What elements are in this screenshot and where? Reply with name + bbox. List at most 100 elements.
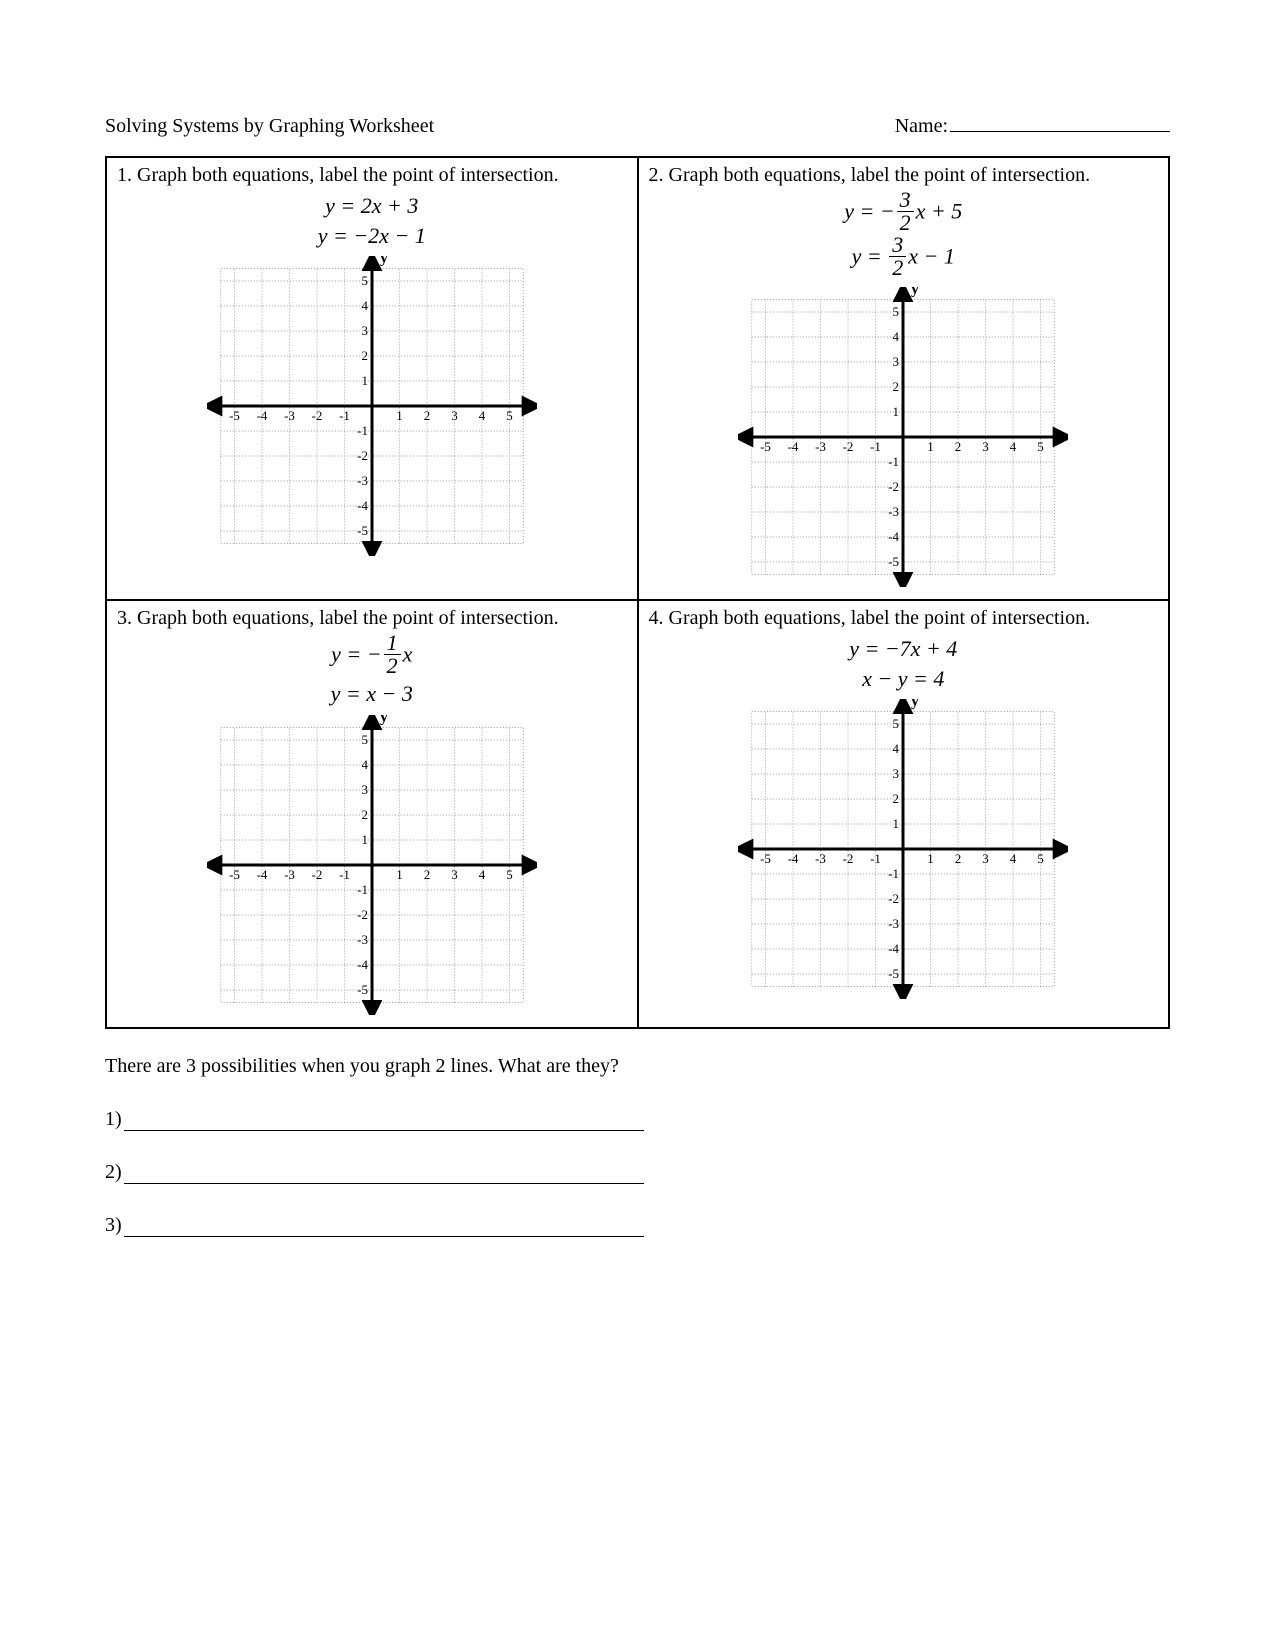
svg-text:1: 1 [361, 832, 368, 847]
svg-text:-3: -3 [888, 916, 899, 931]
answer-blank[interactable] [124, 1215, 644, 1237]
problem-prompt: 4. Graph both equations, label the point… [649, 607, 1159, 630]
graph: -5-5-4-4-3-3-2-2-1-11122334455xy [649, 699, 1159, 999]
svg-text:4: 4 [479, 408, 486, 423]
svg-text:-3: -3 [357, 932, 368, 947]
svg-text:1: 1 [396, 867, 403, 882]
svg-text:2: 2 [955, 851, 962, 866]
svg-text:4: 4 [1010, 439, 1017, 454]
answer-blank[interactable] [124, 1162, 644, 1184]
svg-text:-3: -3 [284, 867, 295, 882]
svg-text:-3: -3 [888, 504, 899, 519]
equation: y = −2x − 1 [117, 221, 627, 251]
svg-text:5: 5 [1038, 439, 1045, 454]
equation: y = 32x − 1 [649, 236, 1159, 281]
svg-text:5: 5 [506, 408, 513, 423]
svg-text:-3: -3 [284, 408, 295, 423]
svg-text:-4: -4 [888, 941, 899, 956]
svg-text:1: 1 [396, 408, 403, 423]
equations: y = −32x + 5y = 32x − 1 [649, 191, 1159, 281]
svg-text:-2: -2 [888, 479, 899, 494]
svg-text:-4: -4 [788, 851, 799, 866]
svg-text:5: 5 [506, 867, 513, 882]
svg-text:y: y [911, 287, 919, 298]
svg-text:-3: -3 [815, 851, 826, 866]
svg-text:-1: -1 [357, 423, 368, 438]
answer-number: 2) [105, 1161, 122, 1184]
problem-prompt: 2. Graph both equations, label the point… [649, 164, 1159, 187]
svg-text:-1: -1 [888, 454, 899, 469]
problems-grid: 1. Graph both equations, label the point… [105, 156, 1170, 1029]
svg-text:-5: -5 [760, 439, 771, 454]
svg-text:-4: -4 [256, 408, 267, 423]
svg-text:-2: -2 [357, 907, 368, 922]
svg-text:4: 4 [893, 741, 900, 756]
svg-text:-4: -4 [357, 957, 368, 972]
coordinate-grid: -5-5-4-4-3-3-2-2-1-11122334455xy [207, 715, 537, 1015]
svg-text:2: 2 [893, 379, 900, 394]
svg-text:3: 3 [983, 851, 990, 866]
svg-text:4: 4 [893, 329, 900, 344]
svg-text:2: 2 [955, 439, 962, 454]
svg-text:-4: -4 [256, 867, 267, 882]
graph: -5-5-4-4-3-3-2-2-1-11122334455xy [117, 256, 627, 556]
answer-blank[interactable] [124, 1109, 644, 1131]
graph: -5-5-4-4-3-3-2-2-1-11122334455xy [117, 715, 627, 1015]
equation: y = −32x + 5 [649, 191, 1159, 236]
answer-line-3: 3) [105, 1214, 1170, 1237]
svg-text:1: 1 [893, 404, 900, 419]
name-field: Name: [895, 110, 1170, 138]
graph: -5-5-4-4-3-3-2-2-1-11122334455xy [649, 287, 1159, 587]
svg-text:-2: -2 [888, 891, 899, 906]
svg-text:-5: -5 [760, 851, 771, 866]
svg-text:-2: -2 [843, 851, 854, 866]
svg-text:5: 5 [893, 716, 900, 731]
svg-text:3: 3 [451, 867, 458, 882]
svg-text:-5: -5 [229, 867, 240, 882]
svg-text:-4: -4 [788, 439, 799, 454]
name-blank-line[interactable] [950, 110, 1170, 132]
svg-text:-1: -1 [339, 408, 350, 423]
coordinate-grid: -5-5-4-4-3-3-2-2-1-11122334455xy [738, 699, 1068, 999]
answer-line-2: 2) [105, 1161, 1170, 1184]
equation: y = 2x + 3 [117, 191, 627, 221]
equation: y = x − 3 [117, 679, 627, 709]
svg-text:1: 1 [928, 439, 935, 454]
svg-text:-3: -3 [815, 439, 826, 454]
svg-text:4: 4 [1010, 851, 1017, 866]
answer-number: 3) [105, 1214, 122, 1237]
problem-cell-1: 1. Graph both equations, label the point… [106, 157, 638, 600]
svg-text:-5: -5 [357, 523, 368, 538]
svg-text:-5: -5 [357, 982, 368, 997]
svg-text:y: y [380, 256, 388, 267]
svg-text:5: 5 [361, 732, 368, 747]
svg-text:-2: -2 [311, 867, 322, 882]
svg-text:2: 2 [893, 791, 900, 806]
svg-text:-3: -3 [357, 473, 368, 488]
equation: x − y = 4 [649, 664, 1159, 694]
svg-text:-4: -4 [357, 498, 368, 513]
svg-text:-5: -5 [888, 966, 899, 981]
svg-text:5: 5 [893, 304, 900, 319]
svg-text:-1: -1 [870, 439, 881, 454]
svg-text:y: y [380, 715, 388, 726]
problem-cell-2: 2. Graph both equations, label the point… [638, 157, 1170, 600]
coordinate-grid: -5-5-4-4-3-3-2-2-1-11122334455xy [738, 287, 1068, 587]
followup-question: There are 3 possibilities when you graph… [105, 1055, 1170, 1078]
svg-text:4: 4 [361, 757, 368, 772]
svg-text:-1: -1 [339, 867, 350, 882]
svg-text:4: 4 [361, 298, 368, 313]
worksheet-page: Solving Systems by Graphing Worksheet Na… [0, 0, 1275, 1317]
equations: y = −7x + 4x − y = 4 [649, 634, 1159, 693]
problem-cell-4: 4. Graph both equations, label the point… [638, 600, 1170, 1028]
svg-text:-2: -2 [357, 448, 368, 463]
svg-text:1: 1 [361, 373, 368, 388]
svg-text:3: 3 [451, 408, 458, 423]
svg-text:4: 4 [479, 867, 486, 882]
svg-text:2: 2 [361, 807, 368, 822]
worksheet-title: Solving Systems by Graphing Worksheet [105, 115, 434, 138]
svg-text:2: 2 [424, 408, 431, 423]
equations: y = −12xy = x − 3 [117, 634, 627, 709]
svg-text:-1: -1 [357, 882, 368, 897]
svg-text:-1: -1 [870, 851, 881, 866]
